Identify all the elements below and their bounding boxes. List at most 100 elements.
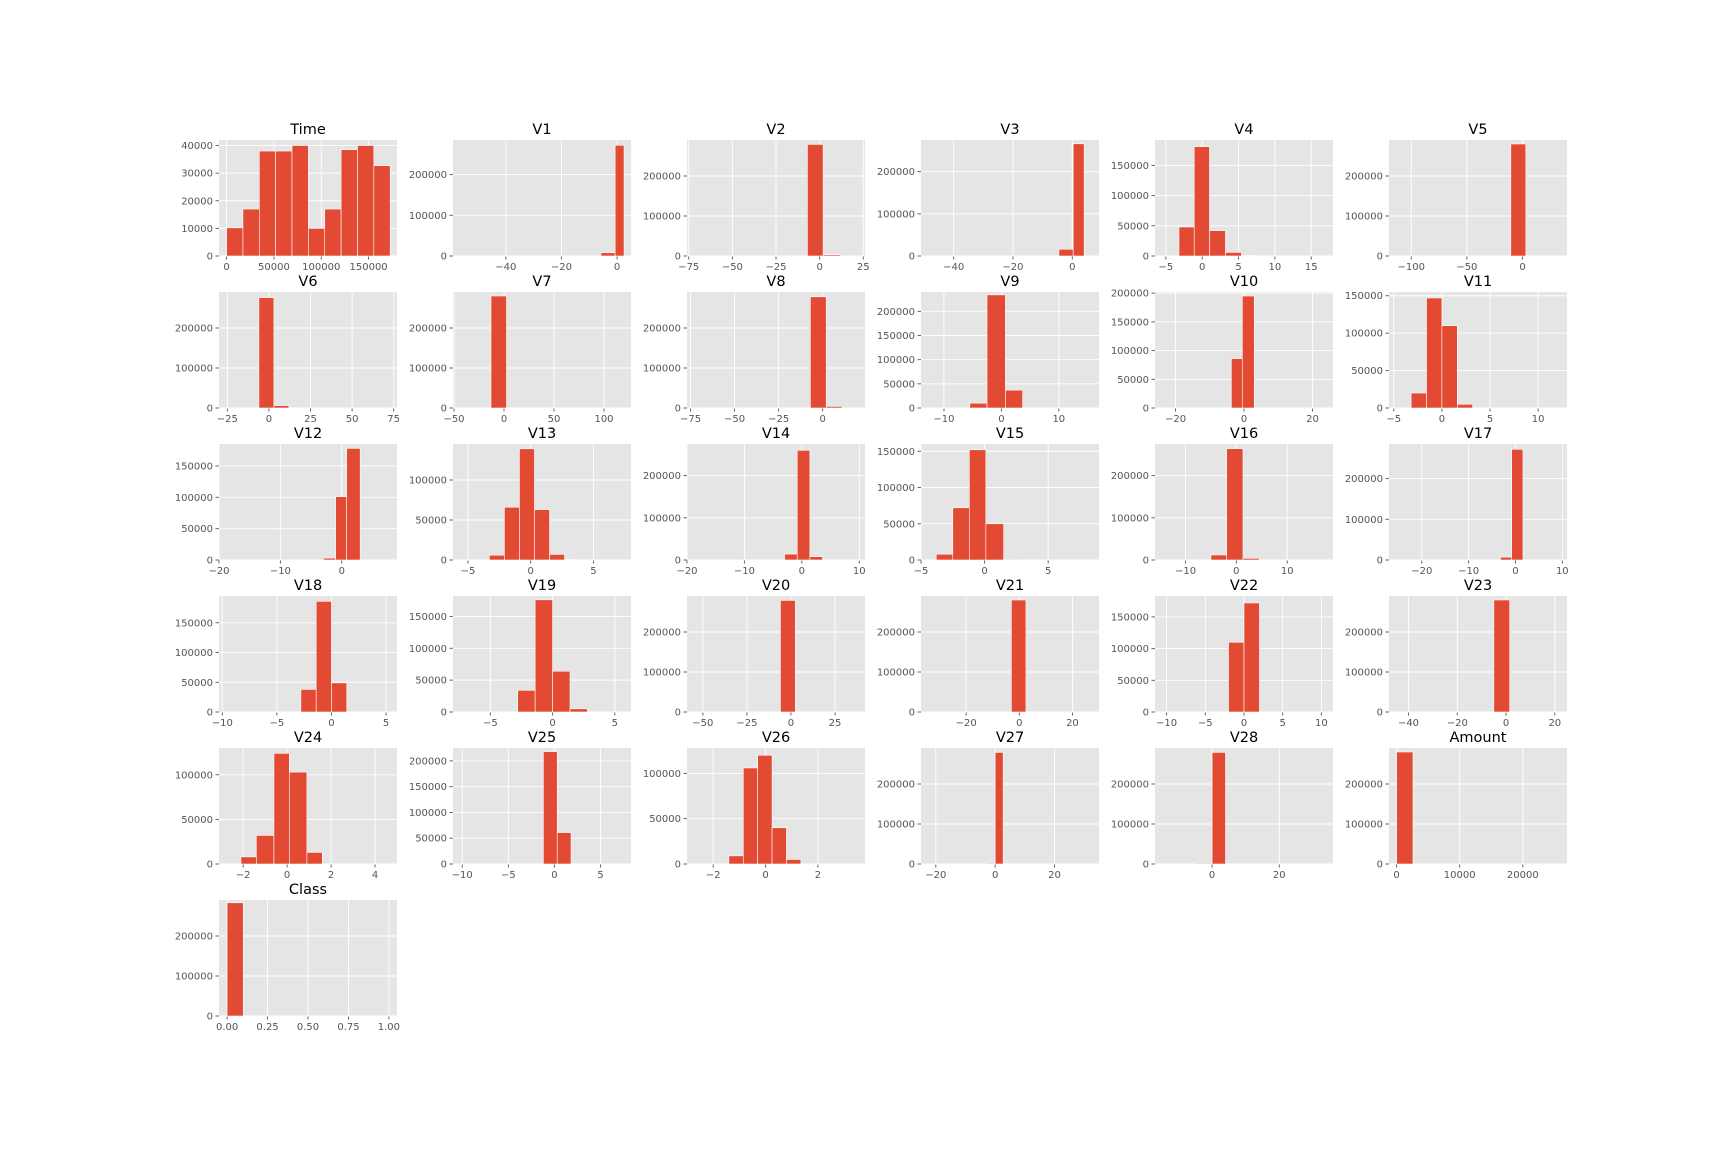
plot-background xyxy=(687,292,865,408)
y-tick-label: 0 xyxy=(1143,708,1149,719)
y-tick-label: 0 xyxy=(1143,404,1149,415)
histogram-bar xyxy=(614,144,625,257)
y-tick-label: 100000 xyxy=(877,668,915,679)
y-tick-label: 150000 xyxy=(877,331,915,342)
subplot-title: V7 xyxy=(532,274,551,290)
histogram-bar xyxy=(1011,599,1027,713)
y-tick-label: 10000 xyxy=(181,224,213,235)
histogram-bar xyxy=(549,554,565,561)
histogram-bar xyxy=(331,682,348,713)
x-tick-label: 0 xyxy=(1512,566,1518,577)
histogram-bar xyxy=(273,405,290,409)
x-tick-label: 0 xyxy=(1503,718,1509,729)
y-tick-label: 100000 xyxy=(877,355,915,366)
x-tick-label: 0.50 xyxy=(297,1022,319,1033)
x-tick-label: 0 xyxy=(549,718,555,729)
x-tick-label: −25 xyxy=(217,414,238,425)
histogram-bar xyxy=(757,754,773,865)
y-tick-label: 150000 xyxy=(1111,317,1149,328)
y-tick-label: 200000 xyxy=(643,628,681,639)
x-tick-label: −40 xyxy=(495,262,516,273)
y-tick-label: 0 xyxy=(441,252,447,263)
x-tick-label: −10 xyxy=(1175,566,1196,577)
y-tick-label: 200000 xyxy=(877,628,915,639)
x-tick-label: 0 xyxy=(328,718,334,729)
y-tick-label: 150000 xyxy=(409,782,447,793)
x-tick-label: −5 xyxy=(914,566,929,577)
histogram-bar xyxy=(796,450,811,561)
y-tick-label: 200000 xyxy=(175,324,213,335)
y-tick-label: 200000 xyxy=(409,756,447,767)
y-tick-label: 0 xyxy=(675,708,681,719)
x-tick-label: 0.75 xyxy=(337,1022,359,1033)
histogram-bar xyxy=(771,827,787,865)
x-tick-label: 0 xyxy=(762,870,768,881)
x-tick-label: −10 xyxy=(933,414,954,425)
y-tick-label: 0 xyxy=(207,860,213,871)
y-tick-label: 0 xyxy=(207,556,213,567)
x-tick-label: 0 xyxy=(820,414,826,425)
y-tick-label: 50000 xyxy=(649,814,681,825)
x-tick-label: −40 xyxy=(943,262,964,273)
y-tick-label: 0 xyxy=(1377,404,1383,415)
y-tick-label: 100000 xyxy=(643,668,681,679)
x-tick-label: −50 xyxy=(724,414,745,425)
x-tick-label: −10 xyxy=(212,718,233,729)
y-tick-label: 100000 xyxy=(1111,513,1149,524)
x-tick-label: −20 xyxy=(1002,262,1023,273)
x-tick-label: −25 xyxy=(768,414,789,425)
x-tick-label: −50 xyxy=(722,262,743,273)
histogram-bar xyxy=(1195,862,1213,865)
histogram-bar xyxy=(256,835,275,865)
histogram-v14: −20 −10 0 10 0 100000 200000 V14 xyxy=(643,426,866,577)
histogram-bar xyxy=(340,149,358,257)
plot-background xyxy=(921,748,1099,864)
y-tick-label: 100000 xyxy=(175,972,213,983)
subplot-title: V25 xyxy=(528,730,556,746)
histogram-bar xyxy=(1426,297,1443,409)
histogram-bar xyxy=(952,507,970,561)
histogram-bar xyxy=(1241,295,1255,409)
histogram-bar xyxy=(809,556,823,561)
histogram-v5: −100 −50 0 0 100000 200000 V5 xyxy=(1345,122,1567,273)
y-tick-label: 100000 xyxy=(175,648,213,659)
y-tick-label: 100000 xyxy=(1345,668,1383,679)
histogram-v23: −40 −20 0 20 0 100000 200000 V23 xyxy=(1345,578,1567,729)
y-tick-label: 100000 xyxy=(409,364,447,375)
y-tick-label: 50000 xyxy=(415,676,447,687)
histogram-bar xyxy=(994,752,1004,865)
y-tick-label: 200000 xyxy=(409,170,447,181)
subplot-title: V3 xyxy=(1000,122,1019,138)
y-tick-label: 0 xyxy=(207,252,213,263)
histogram-bar xyxy=(490,295,507,409)
histogram-v9: −10 0 10 0 50000 100000 150000 200000 V9 xyxy=(877,274,1099,425)
histogram-v6: −25 0 25 50 75 0 100000 200000 V6 xyxy=(175,274,400,425)
y-tick-label: 0 xyxy=(909,404,915,415)
y-tick-label: 200000 xyxy=(877,307,915,318)
plot-background xyxy=(453,140,631,256)
x-tick-label: −20 xyxy=(1447,718,1468,729)
y-tick-label: 150000 xyxy=(1111,612,1149,623)
x-tick-label: −20 xyxy=(1165,414,1186,425)
histogram-v22: −10 −5 0 5 10 0 50000 100000 150000 V22 xyxy=(1111,578,1333,729)
histogram-time: 0 50000 100000 150000 0 10000 20000 30000 40000 T… xyxy=(181,122,397,273)
y-tick-label: 20000 xyxy=(181,196,213,207)
histogram-bar xyxy=(489,554,505,561)
x-tick-label: 0 xyxy=(223,262,229,273)
histogram-v10: −20 0 20 0 50000 100000 150000 200000 V10 xyxy=(1111,274,1333,425)
histogram-bar xyxy=(323,557,336,561)
histogram-bar xyxy=(969,449,987,561)
subplot-title: V8 xyxy=(766,274,785,290)
y-tick-label: 100000 xyxy=(1345,212,1383,223)
y-tick-label: 0 xyxy=(1377,708,1383,719)
x-tick-label: 25 xyxy=(304,414,317,425)
x-tick-label: 25 xyxy=(857,262,870,273)
y-tick-label: 200000 xyxy=(643,324,681,335)
plot-background xyxy=(1389,292,1567,408)
x-tick-label: 20 xyxy=(1048,870,1061,881)
histogram-class: 0.00 0.25 0.50 0.75 1.00 0 100000 200000 Class xyxy=(175,882,400,1033)
x-tick-label: −20 xyxy=(956,718,977,729)
histogram-bar xyxy=(985,862,996,865)
